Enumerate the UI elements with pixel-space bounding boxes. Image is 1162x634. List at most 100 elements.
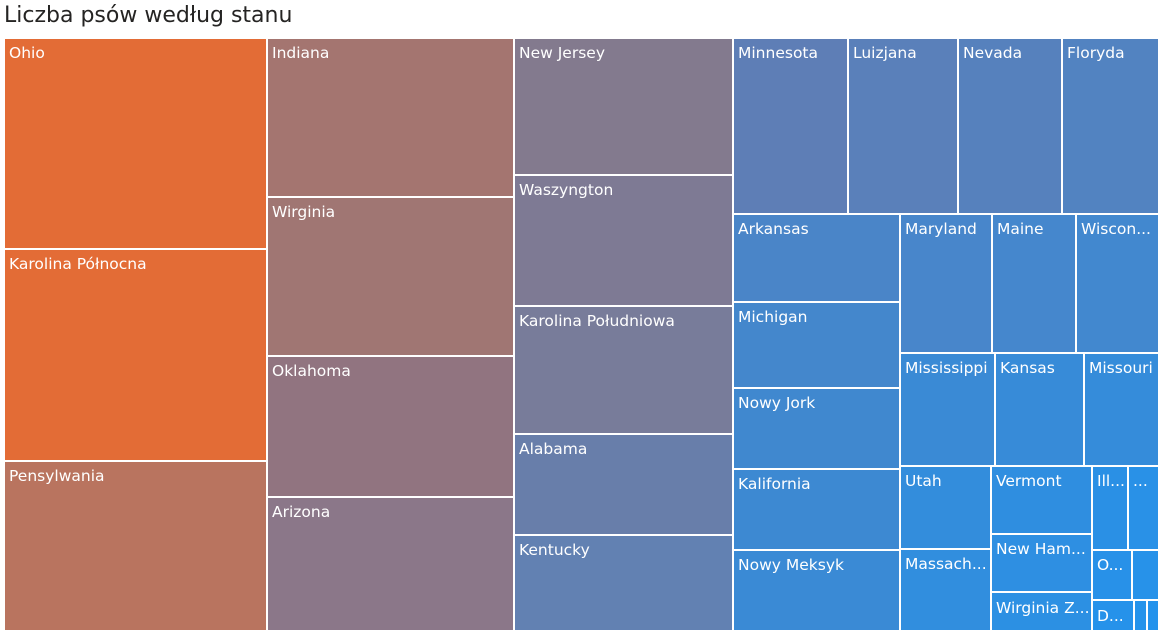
tile-mississippi[interactable]: Mississippi: [899, 352, 996, 467]
tile-label: New Jersey: [519, 44, 605, 62]
tile-waszyngton[interactable]: Waszyngton: [513, 174, 734, 307]
tile-rect: [513, 534, 734, 632]
tile-label: Ohio: [9, 44, 45, 62]
tile-label: Alabama: [519, 440, 587, 458]
tile-rect: [1131, 549, 1160, 601]
tile-nowy-meksyk[interactable]: Nowy Meksyk: [732, 549, 901, 632]
tile-rect: [899, 352, 996, 467]
tile-label: Vermont: [996, 472, 1062, 490]
tile-rect: [990, 465, 1093, 535]
tile-label: O...: [1097, 556, 1123, 574]
tile-label: Nevada: [963, 44, 1022, 62]
tile-label: Oklahoma: [272, 362, 351, 380]
tile-nevada[interactable]: Nevada: [957, 37, 1063, 215]
tile-label: Utah: [905, 472, 942, 490]
tile-label: Waszyngton: [519, 181, 613, 199]
tile-maryland[interactable]: Maryland: [899, 213, 993, 354]
tile-label: D...: [1097, 607, 1124, 625]
tile-rect: [991, 213, 1077, 354]
tile-unlabeled-33[interactable]: ...: [1127, 465, 1160, 551]
tile-label: Mississippi: [905, 359, 988, 377]
tile-missouri[interactable]: Missouri: [1083, 352, 1160, 467]
tile-arizona[interactable]: Arizona: [266, 496, 515, 632]
tile-rect: [899, 548, 992, 632]
tile-d[interactable]: D...: [1091, 599, 1135, 632]
tile-luizjana[interactable]: Luizjana: [847, 37, 959, 215]
tile-rect: [513, 433, 734, 536]
tile-vermont[interactable]: Vermont: [990, 465, 1093, 535]
tile-rect: [957, 37, 1063, 215]
tile-floryda[interactable]: Floryda: [1061, 37, 1160, 215]
tile-massachusetts[interactable]: Massach...: [899, 548, 992, 632]
tile-unlabeled-37[interactable]: [1133, 599, 1148, 632]
tile-indiana[interactable]: Indiana: [266, 37, 515, 198]
tile-karolina-poludniowa[interactable]: Karolina Południowa: [513, 305, 734, 435]
tile-rect: [990, 591, 1093, 632]
tile-rect: [1146, 599, 1160, 632]
tile-rect: [1091, 599, 1135, 632]
tile-rect: [1075, 213, 1160, 354]
tile-michigan[interactable]: Michigan: [732, 301, 901, 389]
tile-rect: [3, 248, 268, 462]
tile-rect: [513, 305, 734, 435]
tile-new-jersey[interactable]: New Jersey: [513, 37, 734, 176]
tile-label: Massach...: [905, 555, 987, 573]
tile-unlabeled-38[interactable]: [1146, 599, 1160, 632]
tile-illinois[interactable]: Ill...: [1091, 465, 1129, 551]
tile-label: Minnesota: [738, 44, 818, 62]
tile-label: Floryda: [1067, 44, 1125, 62]
tile-karolina-polnocna[interactable]: Karolina Północna: [3, 248, 268, 462]
tile-rect: [732, 468, 901, 551]
tile-nowy-jork[interactable]: Nowy Jork: [732, 387, 901, 470]
tile-ohio[interactable]: Ohio: [3, 37, 268, 250]
tile-arkansas[interactable]: Arkansas: [732, 213, 901, 303]
tile-alabama[interactable]: Alabama: [513, 433, 734, 536]
tile-label: Maine: [997, 220, 1044, 238]
tile-rect: [847, 37, 959, 215]
tile-rect: [1061, 37, 1160, 215]
tile-label: Michigan: [738, 308, 808, 326]
tile-new-hampshire[interactable]: New Ham...: [990, 533, 1093, 593]
tile-rect: [1083, 352, 1160, 467]
tile-label: Maryland: [905, 220, 977, 238]
tile-oklahoma[interactable]: Oklahoma: [266, 355, 515, 498]
tile-kentucky[interactable]: Kentucky: [513, 534, 734, 632]
tile-rect: [266, 196, 515, 357]
tile-kalifornia[interactable]: Kalifornia: [732, 468, 901, 551]
tile-label: Kalifornia: [738, 475, 811, 493]
tile-label: ...: [1133, 472, 1148, 490]
tile-pensylwania[interactable]: Pensylwania: [3, 460, 268, 632]
tile-rect: [990, 533, 1093, 593]
tile-utah[interactable]: Utah: [899, 465, 992, 550]
tile-wisconsin[interactable]: Wiscon...: [1075, 213, 1160, 354]
tile-label: Wirginia Z...: [996, 599, 1090, 617]
tile-label: Wirginia: [272, 203, 335, 221]
tile-label: Ill...: [1097, 472, 1125, 490]
tile-wirginia-zachodnia[interactable]: Wirginia Z...: [990, 591, 1093, 632]
tile-label: Pensylwania: [9, 467, 105, 485]
tile-rect: [1133, 599, 1148, 632]
tile-rect: [732, 387, 901, 470]
tile-label: Arkansas: [738, 220, 809, 238]
tile-kansas[interactable]: Kansas: [994, 352, 1085, 467]
tile-label: Kentucky: [519, 541, 590, 559]
tile-minnesota[interactable]: Minnesota: [732, 37, 849, 215]
tile-label: Wiscon...: [1081, 220, 1151, 238]
tile-rect: [266, 355, 515, 498]
tile-label: Nowy Jork: [738, 394, 815, 412]
tile-rect: [266, 496, 515, 632]
tile-wirginia[interactable]: Wirginia: [266, 196, 515, 357]
tile-rect: [732, 301, 901, 389]
tile-rect: [899, 465, 992, 550]
tile-o[interactable]: O...: [1091, 549, 1133, 601]
tile-label: New Ham...: [996, 540, 1086, 558]
tile-label: Karolina Północna: [9, 255, 147, 273]
tile-label: Nowy Meksyk: [738, 556, 844, 574]
tile-label: Luizjana: [853, 44, 917, 62]
tile-unlabeled-35[interactable]: [1131, 549, 1160, 601]
tile-label: Missouri: [1089, 359, 1153, 377]
tile-maine[interactable]: Maine: [991, 213, 1077, 354]
tile-label: Karolina Południowa: [519, 312, 675, 330]
tile-rect: [1091, 465, 1129, 551]
